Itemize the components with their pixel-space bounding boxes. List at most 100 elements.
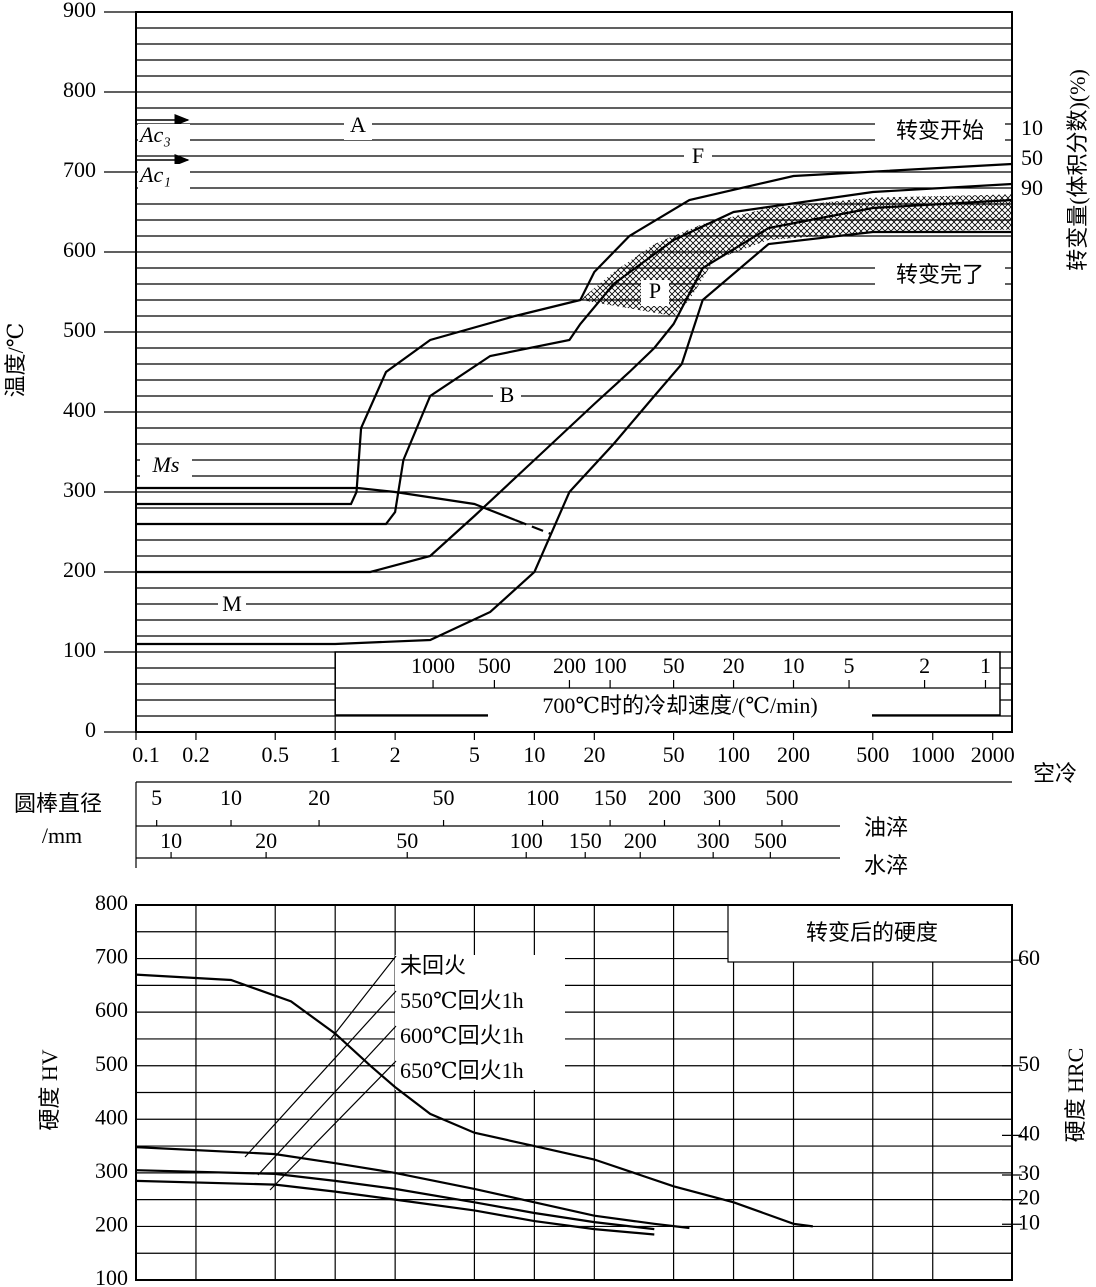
y-tick-label: 700 [63,157,96,182]
x-tick-label: 0.5 [261,742,289,767]
y-tick-label: 200 [63,557,96,582]
y-tick-label: 400 [95,1104,128,1129]
curve [136,182,1013,526]
rate-caption: 700℃时的冷却速度/(℃/min) [542,693,817,718]
chart-title: 转变后的硬度 [806,920,938,945]
hrc-label: 40 [1018,1120,1040,1145]
leader-line [257,1025,397,1176]
plot-frame [135,11,1013,733]
diameter-value: 20 [308,785,330,810]
curve [136,230,1012,646]
label-bg [684,145,712,171]
curve [135,973,813,1228]
label-bg [138,164,190,190]
title-box [727,904,1013,963]
curve-label: 600℃回火1h [400,1023,524,1048]
rate-label: 5 [844,653,855,678]
annotation: 50 [1021,145,1043,170]
curve-label: 550℃回火1h [400,988,524,1013]
y-axis-label: 硬度 HV [37,1049,62,1130]
label-bg [138,124,190,150]
y-tick-label: 300 [95,1158,128,1183]
diameter-unit: /mm [42,823,82,848]
y-tick-label: 500 [95,1051,128,1076]
curve [136,162,1013,506]
annotation: 10 [1021,115,1043,140]
curve [135,1146,690,1230]
diameter-value: 50 [396,828,418,853]
annotation: M [222,591,242,616]
x-tick-label: 0.1 [132,742,160,767]
curve-label: 未回火 [400,953,466,978]
curve [514,518,551,535]
label-bg [140,455,192,479]
y-tick-label: 700 [95,944,128,969]
y-tick-label: 100 [95,1265,128,1287]
y-tick-label: 200 [95,1211,128,1236]
ms-label: Ms [152,452,180,477]
ac-label: Ac₁ [138,162,171,187]
y-tick-label: 400 [63,397,96,422]
x-tick-label: 2000 [971,742,1015,767]
hrc-label: 20 [1018,1185,1040,1210]
annotation: B [500,382,515,407]
x-tick-label: 100 [717,742,750,767]
plot-frame [135,904,1013,1281]
label-bg [395,955,565,1090]
hrc-label: 10 [1018,1209,1040,1234]
diameter-value: 500 [765,785,798,810]
x-tick-label: 5 [469,742,480,767]
rate-label: 10 [783,653,805,678]
curve [135,1179,655,1236]
rate-label: 2 [919,653,930,678]
x-tick-label: 200 [777,742,810,767]
leader-line [244,990,397,1158]
y-tick-label: 600 [95,997,128,1022]
x-tick-label: 10 [523,742,545,767]
diameter-value: 100 [526,785,559,810]
diameter-value: 300 [697,828,730,853]
y-tick-label: 500 [63,317,96,342]
label-bg [344,114,372,140]
diameter-value: 10 [220,785,242,810]
diameter-value: 50 [433,785,455,810]
rate-label: 200 [553,653,586,678]
x-tick-label: 1 [330,742,341,767]
rate-label: 50 [663,653,685,678]
label-bg [875,120,1005,146]
diameter-value: 20 [255,828,277,853]
diameter-value: 200 [648,785,681,810]
diameter-label: 圆棒直径 [14,791,102,816]
rate-label: 500 [478,653,511,678]
leader-line [329,955,397,1041]
diameter-value: 200 [624,828,657,853]
water-label: 水淬 [864,853,908,878]
x-tick-label: 2 [390,742,401,767]
annotation: 90 [1021,175,1043,200]
hrc-label: 60 [1018,945,1040,970]
rate-label: 1 [980,653,991,678]
curve [136,486,516,522]
leader-line [269,1060,397,1191]
x-tick-label: 50 [663,742,685,767]
diameter-value: 5 [151,785,162,810]
x-tick-label: 1000 [911,742,955,767]
label-bg [218,593,246,619]
hrc-label: 30 [1018,1160,1040,1185]
y-tick-label: 600 [63,237,96,262]
x-tick-label: 20 [583,742,605,767]
x-tick-label: 0.2 [182,742,210,767]
y-axis-label: 温度/℃ [3,323,28,398]
diameter-value: 500 [754,828,787,853]
rate-label: 100 [594,653,627,678]
air-label: 空冷 [1033,761,1077,786]
diameter-value: 150 [569,828,602,853]
y2-axis-label: 转变量(体积分数)(%) [1065,69,1090,271]
y-tick-label: 300 [63,477,96,502]
curve-label: 650℃回火1h [400,1058,524,1083]
y2-axis-label: 硬度 HRC [1063,1048,1088,1143]
rate-label: 20 [723,653,745,678]
ac-label: Ac₃ [138,122,171,147]
y-tick-label: 100 [63,637,96,662]
